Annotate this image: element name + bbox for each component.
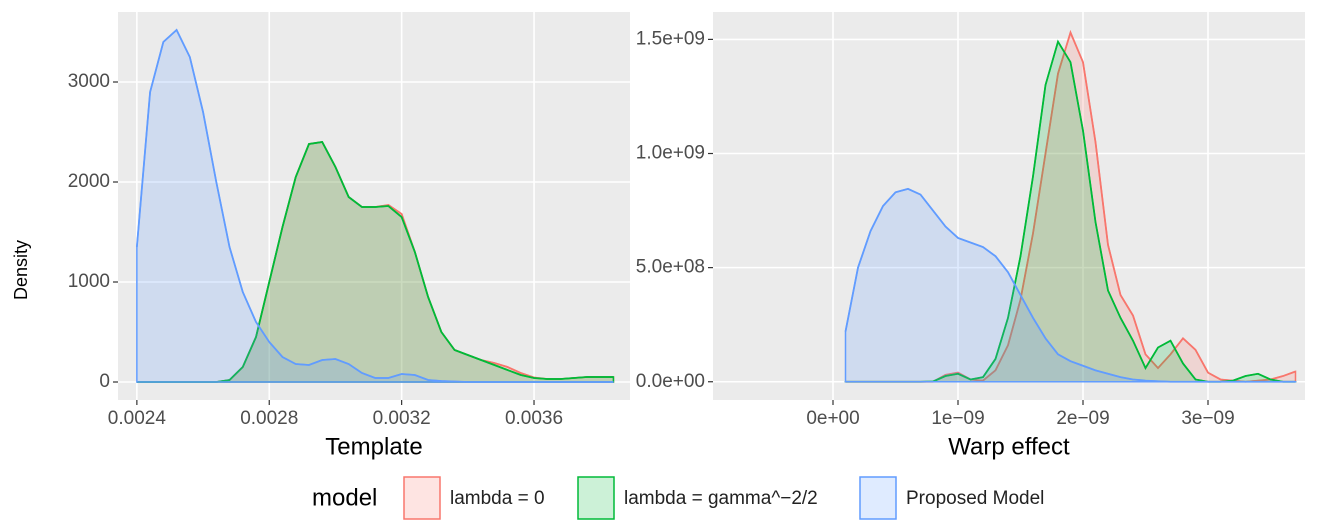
legend-title: model: [312, 484, 377, 511]
panel-background: [713, 12, 1305, 400]
y-tick-label: 1000: [68, 271, 110, 292]
density-line: [844, 187, 1296, 383]
x-tick-label: 0.0028: [240, 408, 298, 429]
x-axis-title: Warp effect: [948, 433, 1070, 460]
legend-key: [859, 476, 897, 520]
y-tick-label: 1.0e+09: [636, 143, 705, 164]
x-tick-label: 1e−09: [931, 408, 984, 429]
x-tick-label: 0.0036: [505, 408, 563, 429]
x-tick-label: 2e−09: [1056, 408, 1109, 429]
x-tick-label: 0.0032: [373, 408, 431, 429]
x-tick-label: 3e−09: [1181, 408, 1234, 429]
legend-label: lambda = gamma^−2/2: [624, 488, 818, 509]
x-tick-label: 0e+00: [806, 408, 859, 429]
panel-background: [118, 12, 630, 400]
y-tick-label: 0: [99, 371, 110, 392]
y-tick-label: 1.5e+09: [636, 28, 705, 49]
y-tick-label: 5.0e+08: [636, 257, 705, 278]
legend-label: Proposed Model: [906, 488, 1044, 509]
legend-key: [577, 476, 615, 520]
x-axis-title: Template: [325, 433, 422, 460]
y-tick-label: 2000: [68, 171, 110, 192]
y-axis-title: Density: [11, 240, 31, 300]
x-tick-label: 0.0024: [108, 408, 167, 429]
density-line: [135, 28, 614, 383]
y-tick-label: 0.0e+00: [636, 371, 705, 392]
legend-label: lambda = 0: [450, 488, 545, 509]
legend-key: [403, 476, 441, 520]
y-tick-label: 3000: [68, 71, 110, 92]
